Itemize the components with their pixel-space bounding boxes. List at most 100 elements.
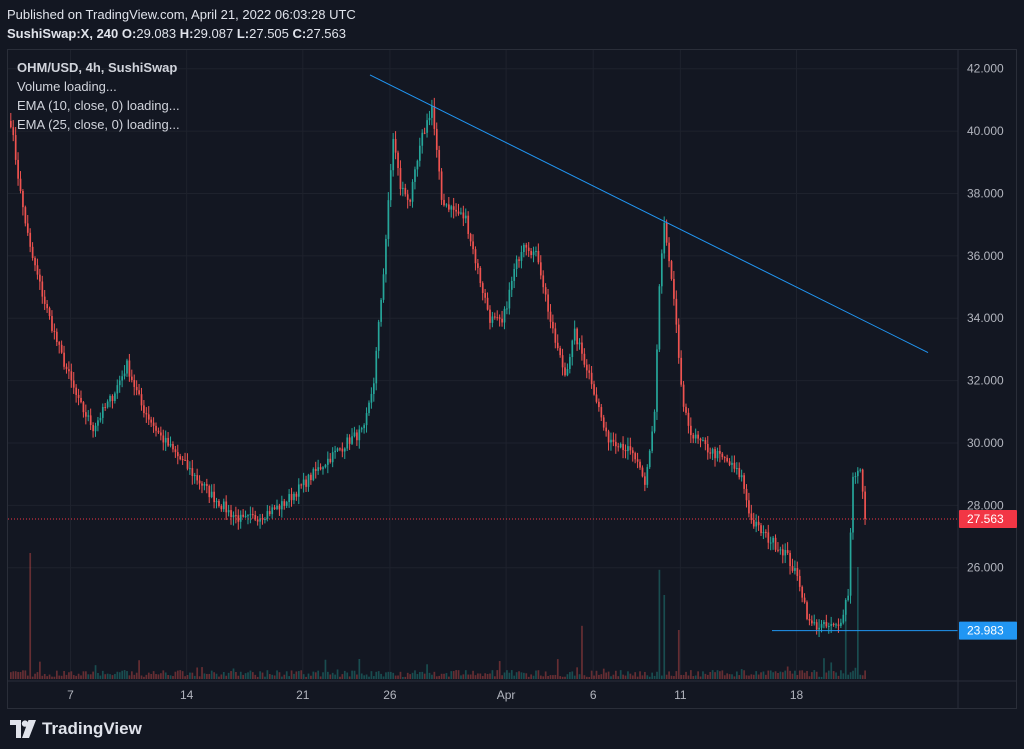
candle-body bbox=[615, 441, 617, 447]
volume-bar bbox=[239, 671, 242, 679]
candle-body bbox=[692, 435, 695, 439]
volume-bar bbox=[723, 675, 726, 679]
volume-bar bbox=[36, 672, 39, 679]
volume-bar bbox=[382, 676, 385, 679]
volume-bar bbox=[288, 676, 290, 679]
volume-bar bbox=[450, 671, 453, 679]
volume-bar bbox=[235, 672, 237, 679]
volume-bar bbox=[167, 674, 169, 679]
candle-body bbox=[60, 344, 63, 353]
volume-bar bbox=[479, 673, 482, 679]
symbol-label: SushiSwap:X, 240 bbox=[7, 26, 119, 41]
candle-body bbox=[489, 309, 491, 323]
volume-bar bbox=[697, 671, 699, 679]
volume-bar bbox=[237, 675, 240, 679]
candle-body bbox=[752, 519, 755, 527]
volume-bar bbox=[416, 674, 419, 679]
candle-body bbox=[510, 280, 513, 290]
candle-body bbox=[295, 493, 298, 497]
candle-body bbox=[840, 622, 842, 626]
candle-body bbox=[310, 474, 312, 481]
volume-bar bbox=[68, 672, 70, 679]
candle-body bbox=[111, 395, 114, 402]
candle-body bbox=[634, 453, 637, 460]
candle-body bbox=[198, 480, 201, 484]
volume-bar bbox=[750, 674, 753, 679]
volume-bar bbox=[721, 670, 724, 679]
candle-body bbox=[43, 296, 46, 304]
volume-bar bbox=[859, 674, 862, 679]
legend-volume[interactable]: Volume loading... bbox=[17, 79, 117, 94]
trendline[interactable] bbox=[369, 74, 929, 353]
volume-bar bbox=[823, 658, 825, 679]
candle-body bbox=[290, 494, 293, 501]
volume-bar bbox=[431, 674, 433, 679]
candle-body bbox=[184, 459, 186, 461]
candle-body bbox=[844, 600, 847, 615]
volume-bar bbox=[496, 670, 499, 679]
volume-bar bbox=[760, 672, 762, 679]
candle-body bbox=[305, 479, 307, 487]
volume-bar bbox=[60, 675, 63, 679]
volume-bar bbox=[699, 676, 702, 679]
volume-bar bbox=[322, 672, 324, 679]
candle-body bbox=[801, 586, 804, 598]
volume-bar bbox=[423, 673, 426, 679]
candle-body bbox=[176, 452, 179, 457]
volume-bar bbox=[481, 675, 484, 679]
volume-bar bbox=[690, 670, 692, 679]
tradingview-logo[interactable]: TradingView bbox=[10, 719, 142, 739]
volume-bar bbox=[808, 676, 811, 679]
volume-bar bbox=[360, 673, 363, 679]
volume-bar bbox=[571, 671, 574, 679]
candle-body bbox=[227, 510, 230, 513]
candle-body bbox=[559, 348, 562, 356]
candle-body bbox=[767, 532, 770, 543]
candle-body bbox=[339, 448, 341, 450]
candle-body bbox=[22, 190, 24, 208]
volume-bar bbox=[97, 672, 99, 679]
volume-bar bbox=[116, 671, 119, 679]
volume-bar bbox=[138, 660, 140, 679]
legend-title: OHM/USD, 4h, SushiSwap bbox=[17, 60, 178, 75]
volume-bar bbox=[796, 674, 799, 679]
volume-bar bbox=[319, 676, 322, 679]
candle-body bbox=[811, 620, 813, 624]
volume-bar bbox=[491, 670, 494, 679]
volume-bar bbox=[494, 676, 496, 679]
candle-body bbox=[544, 287, 547, 295]
volume-bar bbox=[825, 672, 828, 679]
volume-bar bbox=[254, 674, 257, 679]
legend-ema10[interactable]: EMA (10, close, 0) loading... bbox=[17, 98, 180, 113]
candles bbox=[10, 97, 866, 638]
candle-body bbox=[411, 181, 414, 202]
volume-bar bbox=[247, 672, 249, 679]
x-tick-label: 14 bbox=[180, 688, 194, 702]
volume-bars bbox=[10, 553, 866, 679]
volume-bar bbox=[830, 662, 833, 679]
candle-body bbox=[87, 415, 90, 417]
volume-bar bbox=[206, 673, 208, 679]
volume-bar bbox=[72, 675, 75, 679]
candle-body bbox=[285, 502, 288, 506]
candle-body bbox=[736, 467, 738, 469]
volume-bar bbox=[452, 671, 455, 679]
volume-bar bbox=[191, 672, 194, 679]
candle-body bbox=[728, 461, 731, 465]
candle-body bbox=[677, 324, 680, 358]
legend-ema25[interactable]: EMA (25, close, 0) loading... bbox=[17, 117, 180, 132]
candle-body bbox=[740, 475, 743, 478]
volume-bar bbox=[82, 671, 85, 679]
volume-bar bbox=[835, 672, 837, 679]
volume-bar bbox=[692, 676, 695, 679]
candle-body bbox=[164, 437, 167, 443]
volume-bar bbox=[131, 671, 133, 679]
volume-bar bbox=[433, 671, 436, 679]
candle-body bbox=[201, 483, 203, 486]
volume-bar bbox=[752, 674, 755, 679]
volume-bar bbox=[617, 676, 620, 679]
volume-bar bbox=[17, 671, 19, 679]
candle-body bbox=[380, 299, 382, 322]
candle-body bbox=[789, 552, 791, 567]
